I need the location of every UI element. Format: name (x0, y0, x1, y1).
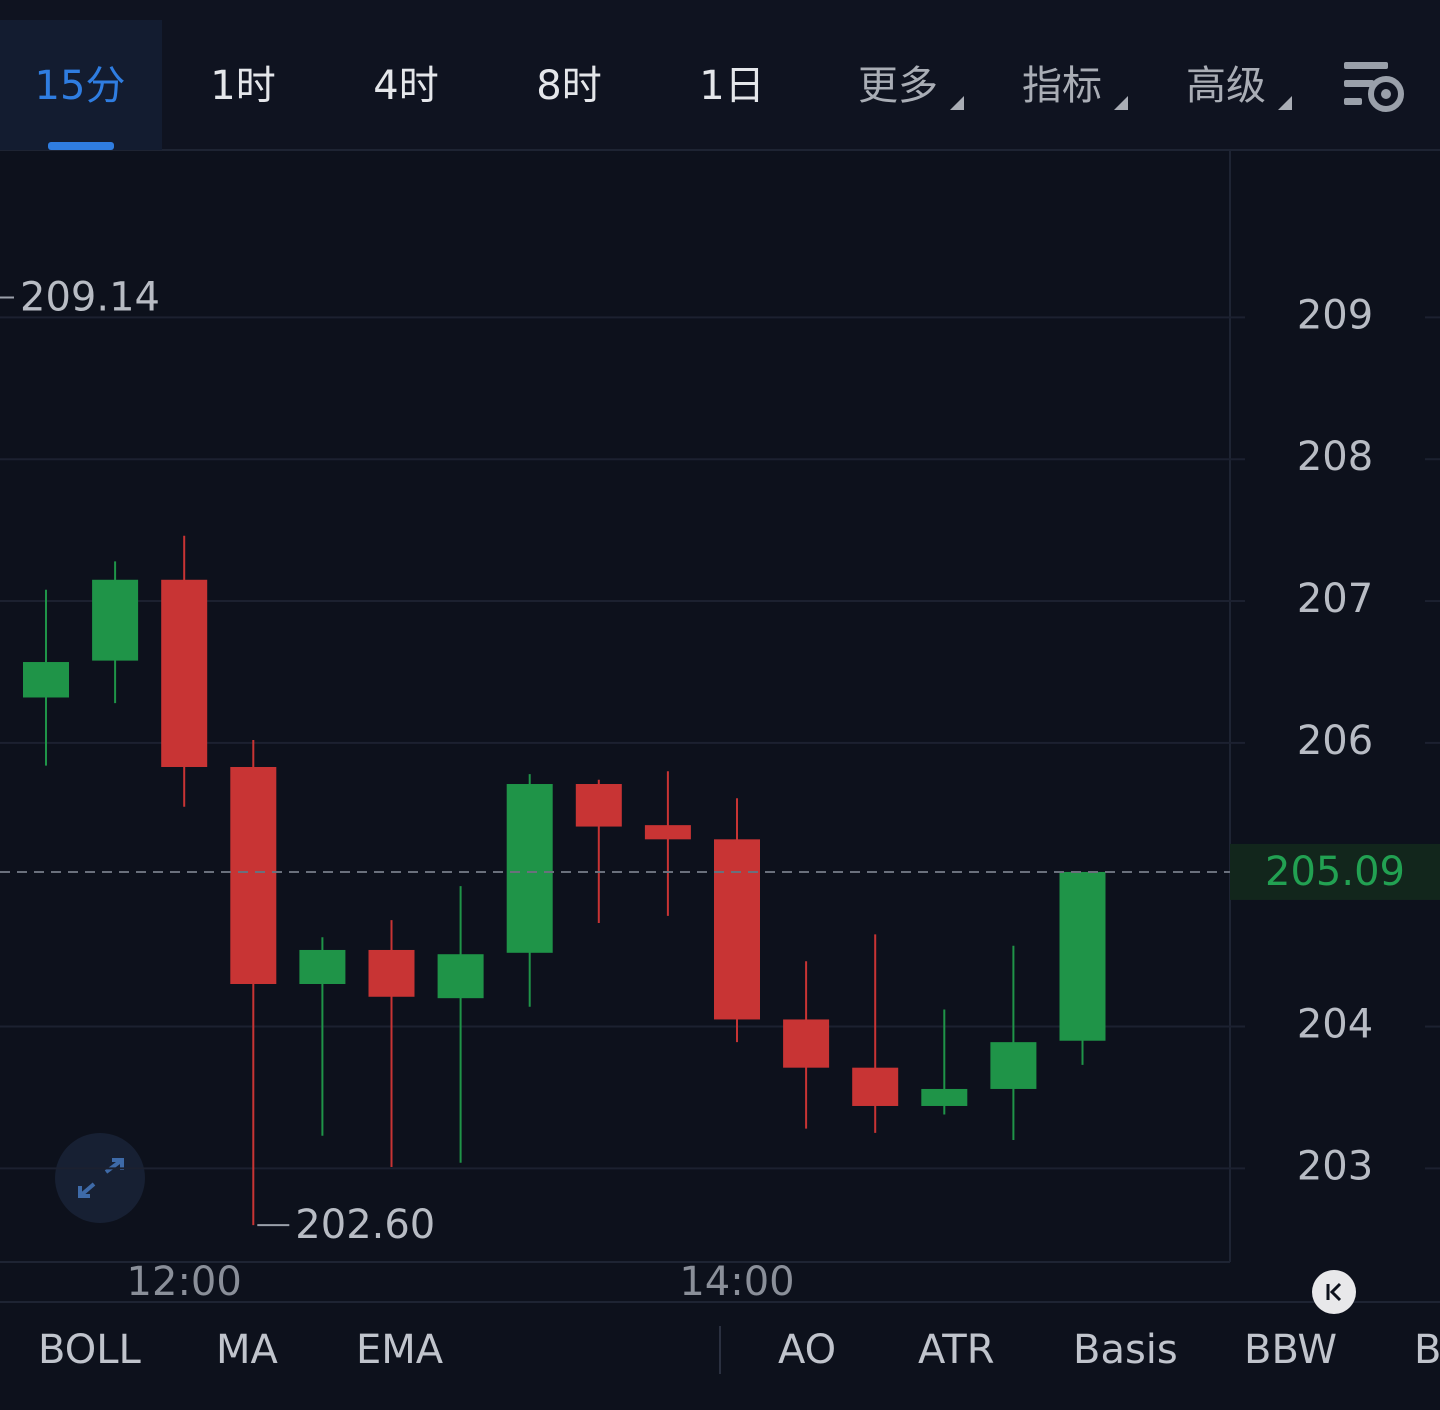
indicator-tab[interactable]: B (1414, 1327, 1440, 1373)
x-tick-label: 14:00 (679, 1259, 794, 1305)
current-price-box (1230, 843, 1440, 900)
x-tick-label: 12:00 (127, 1259, 242, 1305)
active-tab-bg (0, 20, 162, 150)
candle-body (714, 839, 760, 1020)
indicator-tab[interactable]: ATR (918, 1327, 994, 1373)
candle-body (299, 949, 346, 984)
tab[interactable]: 15分 (35, 63, 126, 109)
settings-icon[interactable] (1344, 62, 1404, 112)
y-tick-label: 203 (1297, 1143, 1373, 1189)
candle-body (92, 579, 139, 661)
scroll-latest-button[interactable] (1312, 1270, 1356, 1314)
candle-body (783, 1019, 830, 1068)
active-tab-indicator (48, 142, 114, 150)
low-marker-label: 202.60 (295, 1202, 435, 1248)
candle-body (368, 949, 415, 997)
indicator-tab[interactable]: Basis (1073, 1327, 1178, 1373)
tab-bar (0, 0, 1440, 150)
expand-button[interactable] (55, 1133, 145, 1223)
y-tick-label: 207 (1297, 576, 1373, 622)
indicator-tab[interactable]: BOLL (38, 1327, 142, 1373)
candle-body (990, 1042, 1037, 1089)
y-tick-label: 206 (1297, 718, 1373, 764)
candle-body (230, 766, 277, 984)
candle-body (921, 1088, 968, 1106)
y-tick-label: 204 (1297, 1002, 1373, 1048)
y-tick-label: 208 (1297, 434, 1373, 480)
tab[interactable]: 1日 (699, 63, 764, 109)
candle-body (506, 784, 553, 953)
indicator-tab[interactable]: MA (216, 1327, 279, 1373)
tab[interactable]: 高级 (1186, 63, 1266, 109)
candle-body (437, 954, 484, 999)
candle-body (23, 662, 69, 698)
current-price-label: 205.09 (1265, 849, 1405, 895)
tab[interactable]: 1时 (210, 63, 275, 109)
candle-body (852, 1067, 899, 1106)
indicator-tab[interactable]: BBW (1244, 1327, 1337, 1373)
y-tick-label: 209 (1297, 292, 1373, 338)
candle-body (575, 784, 622, 827)
indicator-tab[interactable]: AO (778, 1327, 836, 1373)
candle-body (644, 825, 691, 840)
tab[interactable]: 更多 (858, 63, 938, 109)
candle-body (1059, 871, 1106, 1041)
dropdown-caret (1278, 96, 1292, 110)
tab[interactable]: 4时 (373, 63, 438, 109)
dropdown-caret (1114, 96, 1128, 110)
tab[interactable]: 指标 (1022, 63, 1102, 109)
high-marker-label: 209.14 (20, 275, 160, 321)
indicator-tab[interactable]: EMA (356, 1327, 444, 1373)
candle-body (161, 579, 208, 767)
dropdown-caret (950, 96, 964, 110)
tab[interactable]: 8时 (536, 63, 601, 109)
